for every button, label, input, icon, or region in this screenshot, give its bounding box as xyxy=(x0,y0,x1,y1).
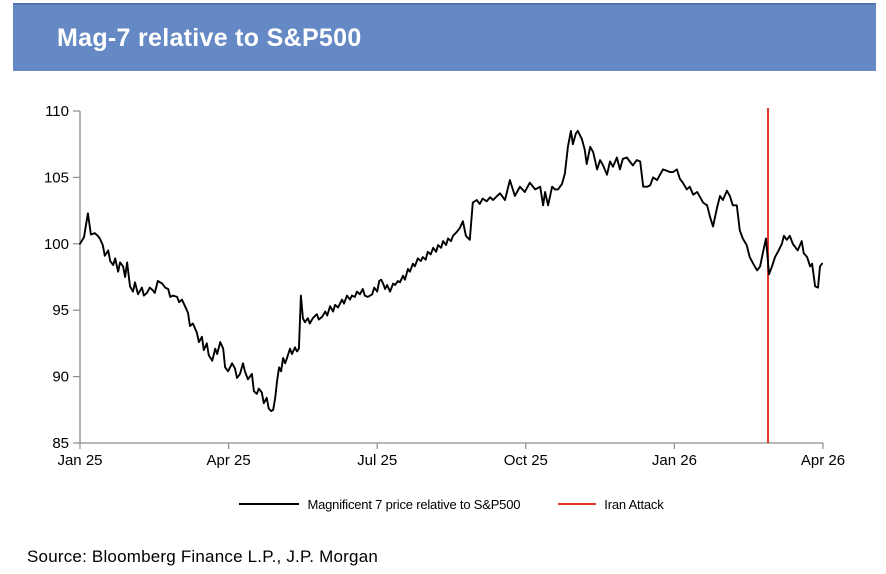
chart-legend: Magnificent 7 price relative to S&P500 I… xyxy=(80,494,823,514)
x-tick-label: Oct 25 xyxy=(504,452,548,469)
mag7-price-line xyxy=(79,129,823,413)
mag7-line-swatch xyxy=(239,503,300,505)
legend-label-iran-attack: Iran Attack xyxy=(604,496,664,512)
page-title: Mag-7 relative to S&P500 xyxy=(57,23,362,52)
chart-header-banner: Mag-7 relative to S&P500 xyxy=(13,3,876,71)
y-tick-label: 95 xyxy=(52,302,69,319)
y-tick-label: 100 xyxy=(44,236,69,253)
y-tick-label: 85 xyxy=(52,435,69,452)
y-tick-label: 110 xyxy=(45,103,69,120)
x-tick-label: Jan 25 xyxy=(57,452,102,469)
y-tick-label: 90 xyxy=(52,369,69,386)
y-tick-label: 105 xyxy=(44,169,69,186)
legend-label-mag7: Magnificent 7 price relative to S&P500 xyxy=(307,496,521,512)
x-tick-label: Jul 25 xyxy=(357,452,397,469)
source-attribution: Source: Bloomberg Finance L.P., J.P. Mor… xyxy=(27,547,378,566)
iran-attack-line-swatch xyxy=(558,503,597,505)
x-tick-label: Jan 26 xyxy=(652,452,697,469)
x-tick-label: Apr 26 xyxy=(801,452,845,469)
x-tick-label: Apr 25 xyxy=(206,452,250,469)
